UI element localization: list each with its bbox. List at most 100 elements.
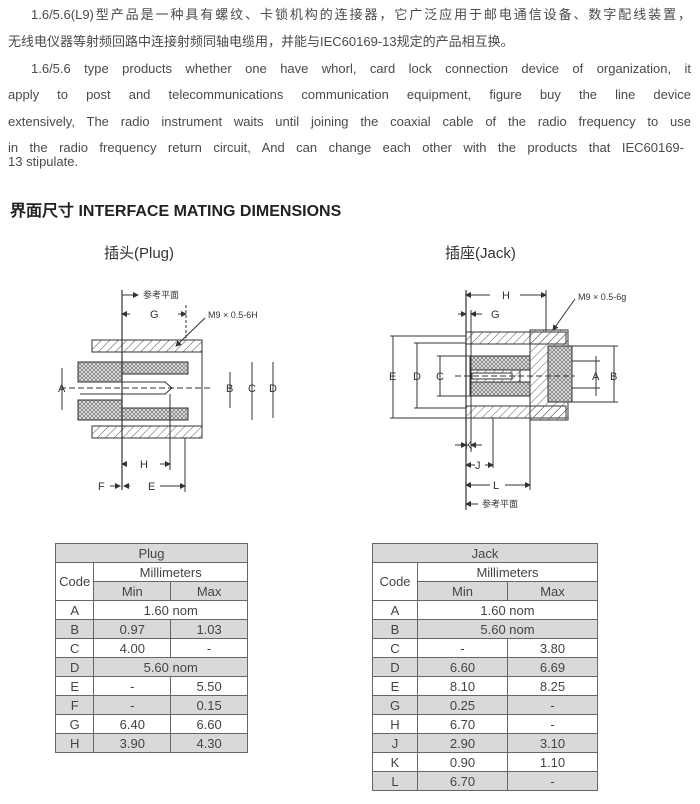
intro-en-line-1: 1.6/5.6 type products whether one have w… bbox=[31, 61, 691, 76]
table-row: C -3.80 bbox=[372, 638, 598, 658]
min-cell: 6.70 bbox=[417, 771, 508, 791]
table-row: G 6.40 6.60 bbox=[54, 714, 248, 734]
max-cell: 1.10 bbox=[507, 752, 598, 772]
jack-dim-h: H bbox=[502, 290, 510, 302]
table-row: F -0.15 bbox=[54, 695, 248, 715]
max-cell: - bbox=[507, 714, 598, 734]
jack-ref-plane-label: 参考平面 bbox=[482, 498, 518, 509]
nominal-cell: 5.60 nom bbox=[417, 619, 598, 639]
code-cell: C bbox=[372, 638, 418, 658]
min-cell: - bbox=[417, 638, 508, 658]
code-cell: E bbox=[54, 676, 95, 696]
code-cell: G bbox=[54, 714, 95, 734]
code-cell: L bbox=[372, 771, 418, 791]
code-cell: G bbox=[372, 695, 418, 715]
unit-header: Millimeters bbox=[93, 562, 248, 582]
code-cell: B bbox=[54, 619, 95, 639]
table-row: B 0.97 1.03 bbox=[54, 619, 248, 639]
section-heading: 界面尺寸 INTERFACE MATING DIMENSIONS bbox=[10, 203, 342, 220]
jack-dim-e: E bbox=[389, 371, 396, 383]
code-cell: B bbox=[372, 619, 418, 639]
jack-table-title: Jack bbox=[372, 543, 598, 563]
table-row: L 6.70- bbox=[372, 771, 598, 791]
max-cell: - bbox=[170, 638, 248, 658]
max-cell: 3.80 bbox=[507, 638, 598, 658]
max-cell: 6.60 bbox=[170, 714, 248, 734]
interface-drawings: 参考平面 M9 × 0.5-6H G A B C D H F E bbox=[58, 289, 626, 510]
max-cell: 6.69 bbox=[507, 657, 598, 677]
intro-en-line-2: apply to post and telecommunications com… bbox=[8, 87, 691, 102]
jack-dim-j: J bbox=[475, 460, 481, 472]
max-cell: 5.50 bbox=[170, 676, 248, 696]
max-cell: 1.03 bbox=[170, 619, 248, 639]
table-row: G 0.25- bbox=[372, 695, 598, 715]
jack-dimension-letters: H G E D C A B K J L bbox=[389, 290, 617, 492]
code-cell: D bbox=[372, 657, 418, 677]
min-cell: 6.60 bbox=[417, 657, 508, 677]
min-cell: - bbox=[93, 695, 172, 715]
max-header: Max bbox=[507, 581, 598, 601]
nominal-cell: 1.60 nom bbox=[93, 600, 248, 620]
max-cell: - bbox=[507, 695, 598, 715]
jack-dimension-table: Jack Code Millimeters Min Max A 1.60 nom B 5.60 … bbox=[372, 543, 598, 791]
code-header: Code bbox=[54, 562, 95, 601]
jack-drawing bbox=[390, 290, 618, 510]
min-header: Min bbox=[93, 581, 172, 601]
min-cell: 8.10 bbox=[417, 676, 508, 696]
min-cell: 0.90 bbox=[417, 752, 508, 772]
min-cell: 6.40 bbox=[93, 714, 172, 734]
plug-dim-e: E bbox=[148, 481, 155, 493]
nominal-cell: 1.60 nom bbox=[417, 600, 598, 620]
jack-drawing-labels: M9 × 0.5-6g 参考平面 bbox=[482, 292, 626, 509]
plug-drawing bbox=[60, 290, 274, 492]
unit-header: Millimeters bbox=[417, 562, 598, 582]
code-header: Code bbox=[372, 562, 418, 601]
jack-dim-b: B bbox=[610, 371, 617, 383]
min-header: Min bbox=[417, 581, 508, 601]
code-cell: D bbox=[54, 657, 95, 677]
table-row: H 6.70- bbox=[372, 714, 598, 734]
plug-dim-g: G bbox=[150, 309, 159, 321]
plug-dim-b: B bbox=[226, 383, 233, 395]
nominal-cell: 5.60 nom bbox=[93, 657, 248, 677]
table-row: K 0.90 1.10 bbox=[372, 752, 598, 772]
code-cell: J bbox=[372, 733, 418, 753]
table-row: E 8.10 8.25 bbox=[372, 676, 598, 696]
table-row: E -5.50 bbox=[54, 676, 248, 696]
code-cell: C bbox=[54, 638, 95, 658]
code-cell: E bbox=[372, 676, 418, 696]
plug-dim-c: C bbox=[248, 383, 256, 395]
code-cell: A bbox=[372, 600, 418, 620]
plug-drawing-labels: 参考平面 M9 × 0.5-6H bbox=[143, 289, 258, 320]
jack-title: 插座(Jack) bbox=[445, 245, 516, 262]
jack-thread-label: M9 × 0.5-6g bbox=[578, 292, 626, 302]
jack-dim-g: G bbox=[491, 309, 500, 321]
jack-dim-a: A bbox=[592, 371, 600, 383]
table-row: C 4.00- bbox=[54, 638, 248, 658]
table-row: D 5.60 nom bbox=[54, 657, 248, 677]
code-cell: F bbox=[54, 695, 95, 715]
intro-en-line-4: in the radio frequency return circuit, A… bbox=[8, 140, 684, 155]
min-cell: 0.25 bbox=[417, 695, 508, 715]
jack-dim-k: K bbox=[465, 440, 473, 452]
min-cell: - bbox=[93, 676, 172, 696]
table-row: H 3.90 4.30 bbox=[54, 733, 248, 753]
plug-dimension-table: Plug Code Millimeters Min Max A 1.60 nom B 0.97 1… bbox=[54, 543, 248, 753]
table-row: B 5.60 nom bbox=[372, 619, 598, 639]
plug-dimension-letters: G A B C D H F E bbox=[58, 309, 277, 493]
max-cell: 3.10 bbox=[507, 733, 598, 753]
table-row: A 1.60 nom bbox=[372, 600, 598, 620]
intro-cn-line-2: 无线电仪器等射频回路中连接射频同轴电缆用，并能与IEC60169-13规定的产品… bbox=[8, 34, 514, 49]
min-cell: 4.00 bbox=[93, 638, 172, 658]
max-cell: 8.25 bbox=[507, 676, 598, 696]
table-row: D 6.60 6.69 bbox=[372, 657, 598, 677]
intro-en-line-3: extensively, The radio instrument waits … bbox=[8, 114, 691, 129]
plug-ref-plane-label: 参考平面 bbox=[143, 289, 179, 300]
code-cell: H bbox=[372, 714, 418, 734]
plug-dim-d: D bbox=[269, 383, 277, 395]
max-cell: 4.30 bbox=[170, 733, 248, 753]
plug-dim-a: A bbox=[58, 383, 66, 395]
plug-table-title: Plug bbox=[55, 543, 248, 563]
code-cell: K bbox=[372, 752, 418, 772]
intro-cn-line-1: 1.6/5.6(L9)型产品是一种具有螺纹、卡锁机构的连接器，它广泛应用于邮电通… bbox=[31, 7, 691, 22]
